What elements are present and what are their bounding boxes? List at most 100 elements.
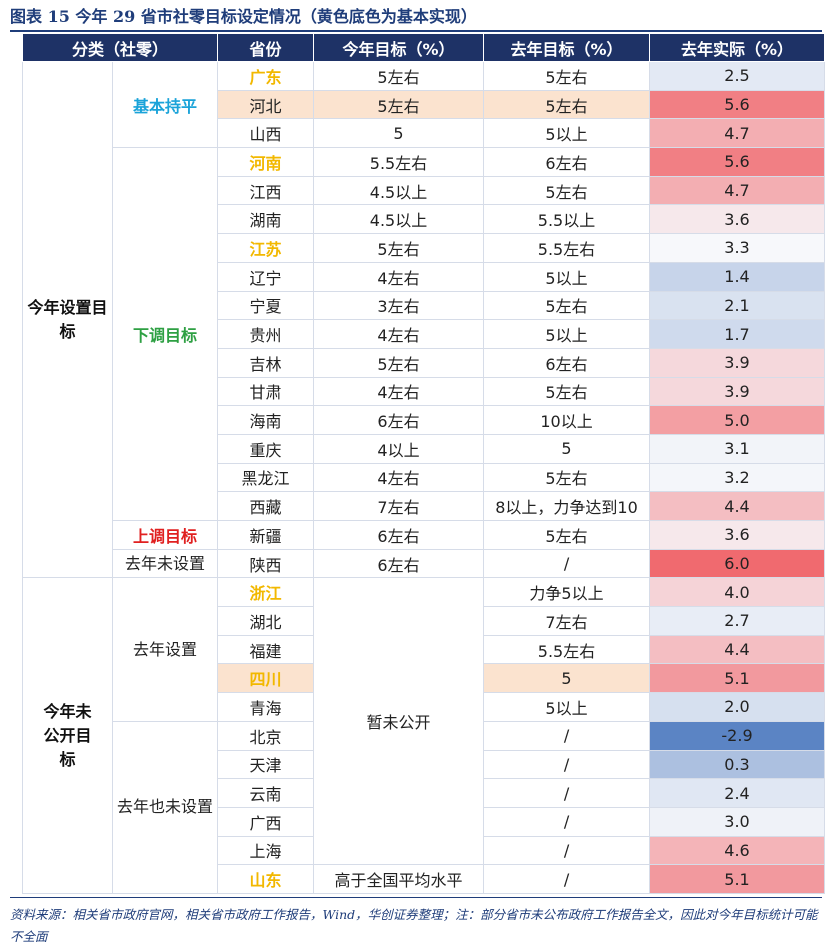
- header-province: 省份: [217, 33, 315, 62]
- last-actual-cell: 2.5: [649, 61, 826, 91]
- undisclosed-cell: 暂未公开: [313, 577, 485, 866]
- last-target-cell: /: [483, 806, 651, 837]
- last-actual-cell: 4.0: [649, 577, 826, 608]
- last-target-cell: 5以上: [483, 319, 651, 349]
- table-row: 黑龙江 4左右 5左右 3.2: [23, 462, 826, 493]
- last-target-cell: 5左右: [483, 520, 651, 550]
- subgroup-prev-set: 去年设置: [111, 577, 219, 722]
- subgroup-prev-also-unset: 去年也未设置: [111, 720, 219, 894]
- province-cell: 海南: [217, 405, 315, 435]
- table-row: 山东 高于全国平均水平 / 5.1: [23, 864, 826, 894]
- last-target-cell: 5左右: [483, 61, 651, 91]
- subgroup-up: 上调目标: [111, 520, 219, 550]
- this-year-cell: 6左右: [313, 405, 485, 435]
- group-set-target: 今年设置目标: [22, 60, 113, 579]
- title-rule: [10, 30, 822, 32]
- last-actual-cell: 4.4: [649, 634, 826, 665]
- province-cell: 北京: [217, 720, 315, 751]
- subgroup-prev-also-unset-label: 去年也未设置: [117, 797, 214, 817]
- this-year-cell: 4左右: [313, 376, 485, 407]
- this-year-cell: 高于全国平均水平: [313, 864, 485, 894]
- this-year-cell: 6左右: [313, 520, 485, 550]
- last-target-cell: 5以上: [483, 261, 651, 292]
- source-note: 资料来源：相关省市政府官网，相关省市政府工作报告，Wind，华创证券整理；注：部…: [10, 897, 822, 948]
- last-actual-cell: 2.0: [649, 692, 826, 722]
- subgroup-flat: 基本持平: [111, 60, 219, 149]
- this-year-cell: 4以上: [313, 433, 485, 464]
- table-row: 河北 5左右 5左右 5.6: [23, 89, 826, 120]
- province-cell: 广东: [217, 61, 315, 91]
- last-actual-cell: 3.6: [649, 204, 826, 235]
- last-target-cell: 5: [483, 663, 651, 694]
- province-cell: 贵州: [217, 319, 315, 349]
- last-target-cell: 5左右: [483, 290, 651, 321]
- table-row: 山西 5 5以上 4.7: [23, 118, 826, 149]
- this-year-cell: 4.5以上: [313, 175, 485, 206]
- last-actual-cell: 1.4: [649, 261, 826, 292]
- province-cell: 浙江: [217, 577, 315, 608]
- province-cell: 西藏: [217, 491, 315, 521]
- province-cell: 黑龙江: [217, 462, 315, 493]
- last-target-cell: 5.5以上: [483, 204, 651, 235]
- province-cell: 四川: [217, 663, 315, 694]
- last-actual-cell: 3.9: [649, 347, 826, 378]
- this-year-cell: 5左右: [313, 347, 485, 378]
- this-year-cell: 6左右: [313, 548, 485, 579]
- last-target-cell: 5.5左右: [483, 233, 651, 263]
- table-row: 今年未公开目标 去年设置 浙江 暂未公开 力争5以上 4.0: [22, 577, 826, 894]
- last-target-cell: 7左右: [483, 606, 651, 636]
- table-header-row: 分类（社零） 省份 今年目标（%） 去年目标（%） 去年实际（%）: [21, 33, 826, 62]
- group-unset-target-label: 今年未公开目标: [43, 701, 92, 769]
- last-actual-cell: 5.1: [649, 663, 826, 694]
- subgroup-prev-unset: 去年未设置: [111, 548, 219, 579]
- this-year-cell: 5.5左右: [313, 147, 485, 177]
- last-actual-cell: 5.6: [649, 89, 826, 120]
- province-cell: 湖北: [217, 606, 315, 636]
- figure-title: 图表 15 今年 29 省市社零目标设定情况（黄色底色为基本实现）: [10, 7, 477, 26]
- last-target-cell: /: [483, 548, 651, 579]
- last-actual-cell: 3.0: [649, 806, 826, 837]
- table-row: 去年也未设置 北京 / -2.9: [23, 720, 826, 894]
- table-row: 上调目标 新疆 6左右 5左右 3.6: [23, 520, 826, 550]
- last-actual-cell: 4.4: [649, 491, 826, 521]
- last-actual-cell: 2.1: [649, 290, 826, 321]
- province-cell: 青海: [217, 692, 315, 722]
- last-target-cell: 5以上: [483, 118, 651, 149]
- header-last-target: 去年目标（%）: [483, 33, 651, 62]
- last-target-cell: 5.5左右: [483, 634, 651, 665]
- last-actual-cell: 1.7: [649, 319, 826, 349]
- this-year-cell: 5左右: [313, 233, 485, 263]
- table-row: 去年未设置 陕西 6左右 / 6.0: [23, 548, 826, 579]
- subgroup-down: 下调目标: [111, 147, 219, 521]
- table-row: 江苏 5左右 5.5左右 3.3: [23, 233, 826, 263]
- last-actual-cell: 4.7: [649, 175, 826, 206]
- province-cell: 湖南: [217, 204, 315, 235]
- last-actual-cell: 2.4: [649, 778, 826, 808]
- last-target-cell: /: [483, 778, 651, 808]
- last-actual-cell: -2.9: [649, 720, 826, 751]
- last-actual-cell: 5.6: [649, 147, 826, 177]
- last-actual-cell: 5.0: [649, 405, 826, 435]
- last-actual-cell: 3.6: [649, 520, 826, 550]
- last-target-cell: 5左右: [483, 462, 651, 493]
- this-year-cell: 5左右: [313, 89, 485, 120]
- table-row: 甘肃 4左右 5左右 3.9: [23, 376, 826, 407]
- table-row: 湖南 4.5以上 5.5以上 3.6: [23, 204, 826, 235]
- last-target-cell: 5左右: [483, 376, 651, 407]
- province-cell: 山西: [217, 118, 315, 149]
- last-actual-cell: 3.2: [649, 462, 826, 493]
- last-actual-cell: 6.0: [649, 548, 826, 579]
- last-target-cell: 5左右: [483, 175, 651, 206]
- last-target-cell: 5: [483, 433, 651, 464]
- header-this-year: 今年目标（%）: [313, 33, 485, 62]
- province-cell: 重庆: [217, 433, 315, 464]
- province-cell: 甘肃: [217, 376, 315, 407]
- province-cell: 河南: [217, 147, 315, 177]
- last-target-cell: 5左右: [483, 89, 651, 120]
- table-row: 云南 / 2.4: [23, 778, 826, 808]
- group-unset-target: 今年未公开目标: [22, 577, 113, 894]
- table-row: 宁夏 3左右 5左右 2.1: [23, 290, 826, 321]
- province-cell: 天津: [217, 749, 315, 780]
- province-cell: 上海: [217, 835, 315, 866]
- this-year-cell: 4左右: [313, 261, 485, 292]
